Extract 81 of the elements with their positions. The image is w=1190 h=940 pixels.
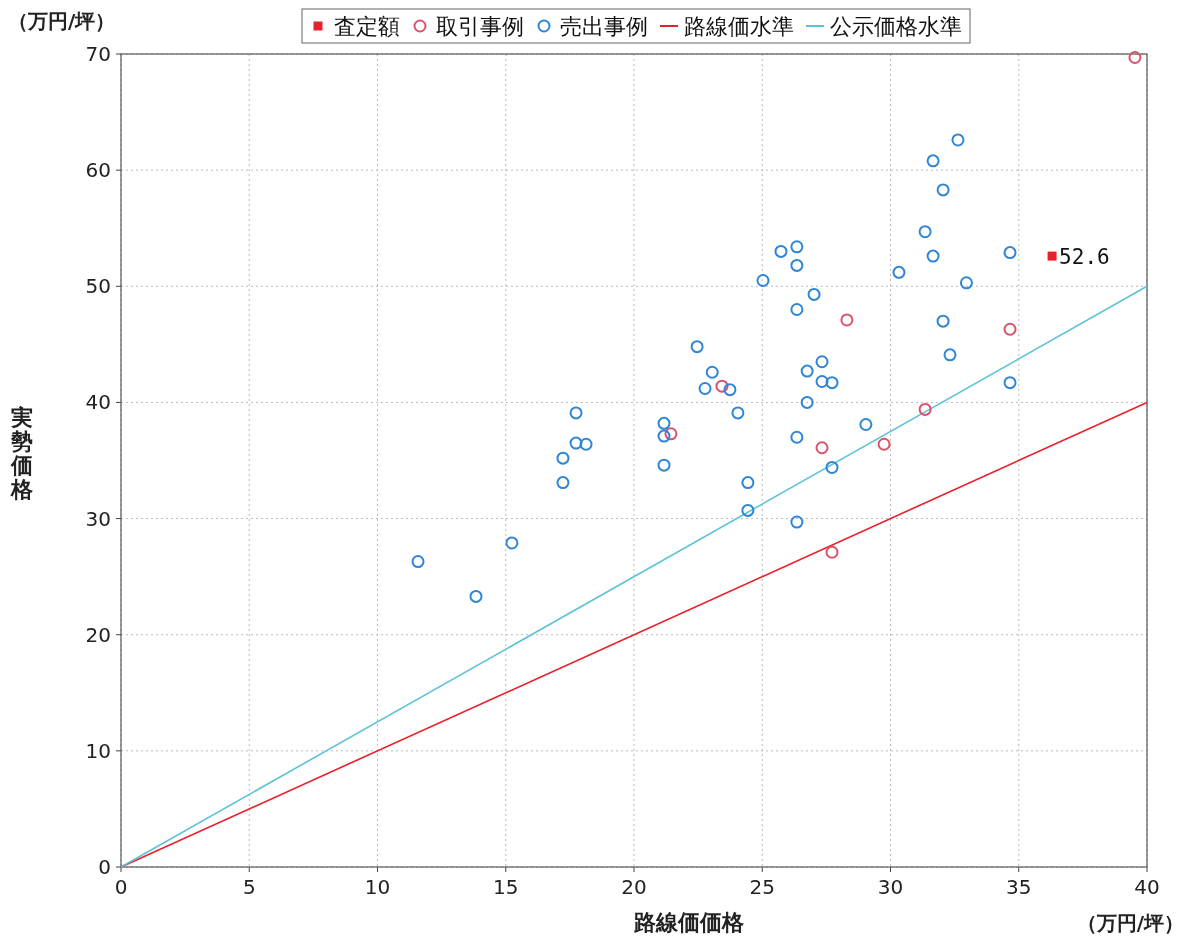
x-tick-label: 25 [749,875,775,899]
legend-label: 公示価格水準 [830,14,962,39]
y-axis-title: 実勢価格 [10,405,34,502]
point [556,451,570,465]
point [790,240,804,254]
point [1003,376,1017,390]
point [741,476,755,490]
point [690,340,704,354]
point [723,383,737,397]
point [951,133,965,147]
x-tick-label: 10 [364,875,391,899]
point [800,364,814,378]
point [469,589,483,603]
point [1128,50,1142,64]
point [918,402,932,416]
legend-label: 査定額 [334,14,400,39]
y-tick-label: 10 [85,738,111,763]
point [698,381,712,395]
y-tick-label: 30 [85,506,111,531]
point [664,427,678,441]
point [774,244,788,258]
point [579,437,593,451]
point [1047,251,1057,261]
y-tick-label: 0 [98,855,111,879]
point [943,348,957,362]
legend-label: 売出事例 [560,14,648,39]
point [825,545,839,559]
point [926,154,940,168]
x-tick-label: 15 [493,875,519,899]
x-tick-label: 30 [877,875,904,899]
point [790,430,804,444]
point [657,416,671,430]
point [959,276,973,290]
point [815,441,829,455]
point [790,515,804,529]
legend-label: 路線価水準 [684,14,794,39]
point [877,437,891,451]
point [825,376,839,390]
point [569,436,583,450]
point [1003,246,1017,260]
point [411,555,425,569]
point [815,355,829,369]
point [790,303,804,317]
point [840,313,854,327]
point [505,536,519,550]
point [807,287,821,301]
point [756,273,770,287]
y-tick-label: 60 [85,158,111,183]
x-tick-label: 35 [1006,875,1032,899]
data-label: 52.6 [1059,245,1110,270]
x-tick-label: 40 [1134,875,1160,899]
y-tick-label: 70 [85,42,111,66]
point [705,365,719,379]
x-axis-title: 路線価価格 [633,910,745,935]
point [936,183,950,197]
x-tick-label: 0 [114,875,128,899]
point [892,265,906,279]
text: （万円/坪） [8,9,116,33]
point [1003,322,1017,336]
point [815,375,829,389]
point [926,249,940,263]
x-tick-label: 5 [242,875,256,899]
point [800,395,814,409]
legend-label: 取引事例 [436,14,524,39]
text: （万円/坪） [1076,911,1184,935]
y-tick-label: 20 [85,622,111,647]
y-tick-label: 40 [85,390,111,415]
point [825,460,839,474]
x-tick-label: 20 [621,875,647,899]
point [657,458,671,472]
point [790,258,804,272]
point [918,225,932,239]
point [859,418,873,431]
point [556,476,570,490]
point [731,406,745,420]
point [569,406,583,420]
y-tick-label: 50 [85,274,111,299]
point [936,314,950,328]
point [741,503,755,517]
point [657,429,671,443]
point [715,379,729,393]
